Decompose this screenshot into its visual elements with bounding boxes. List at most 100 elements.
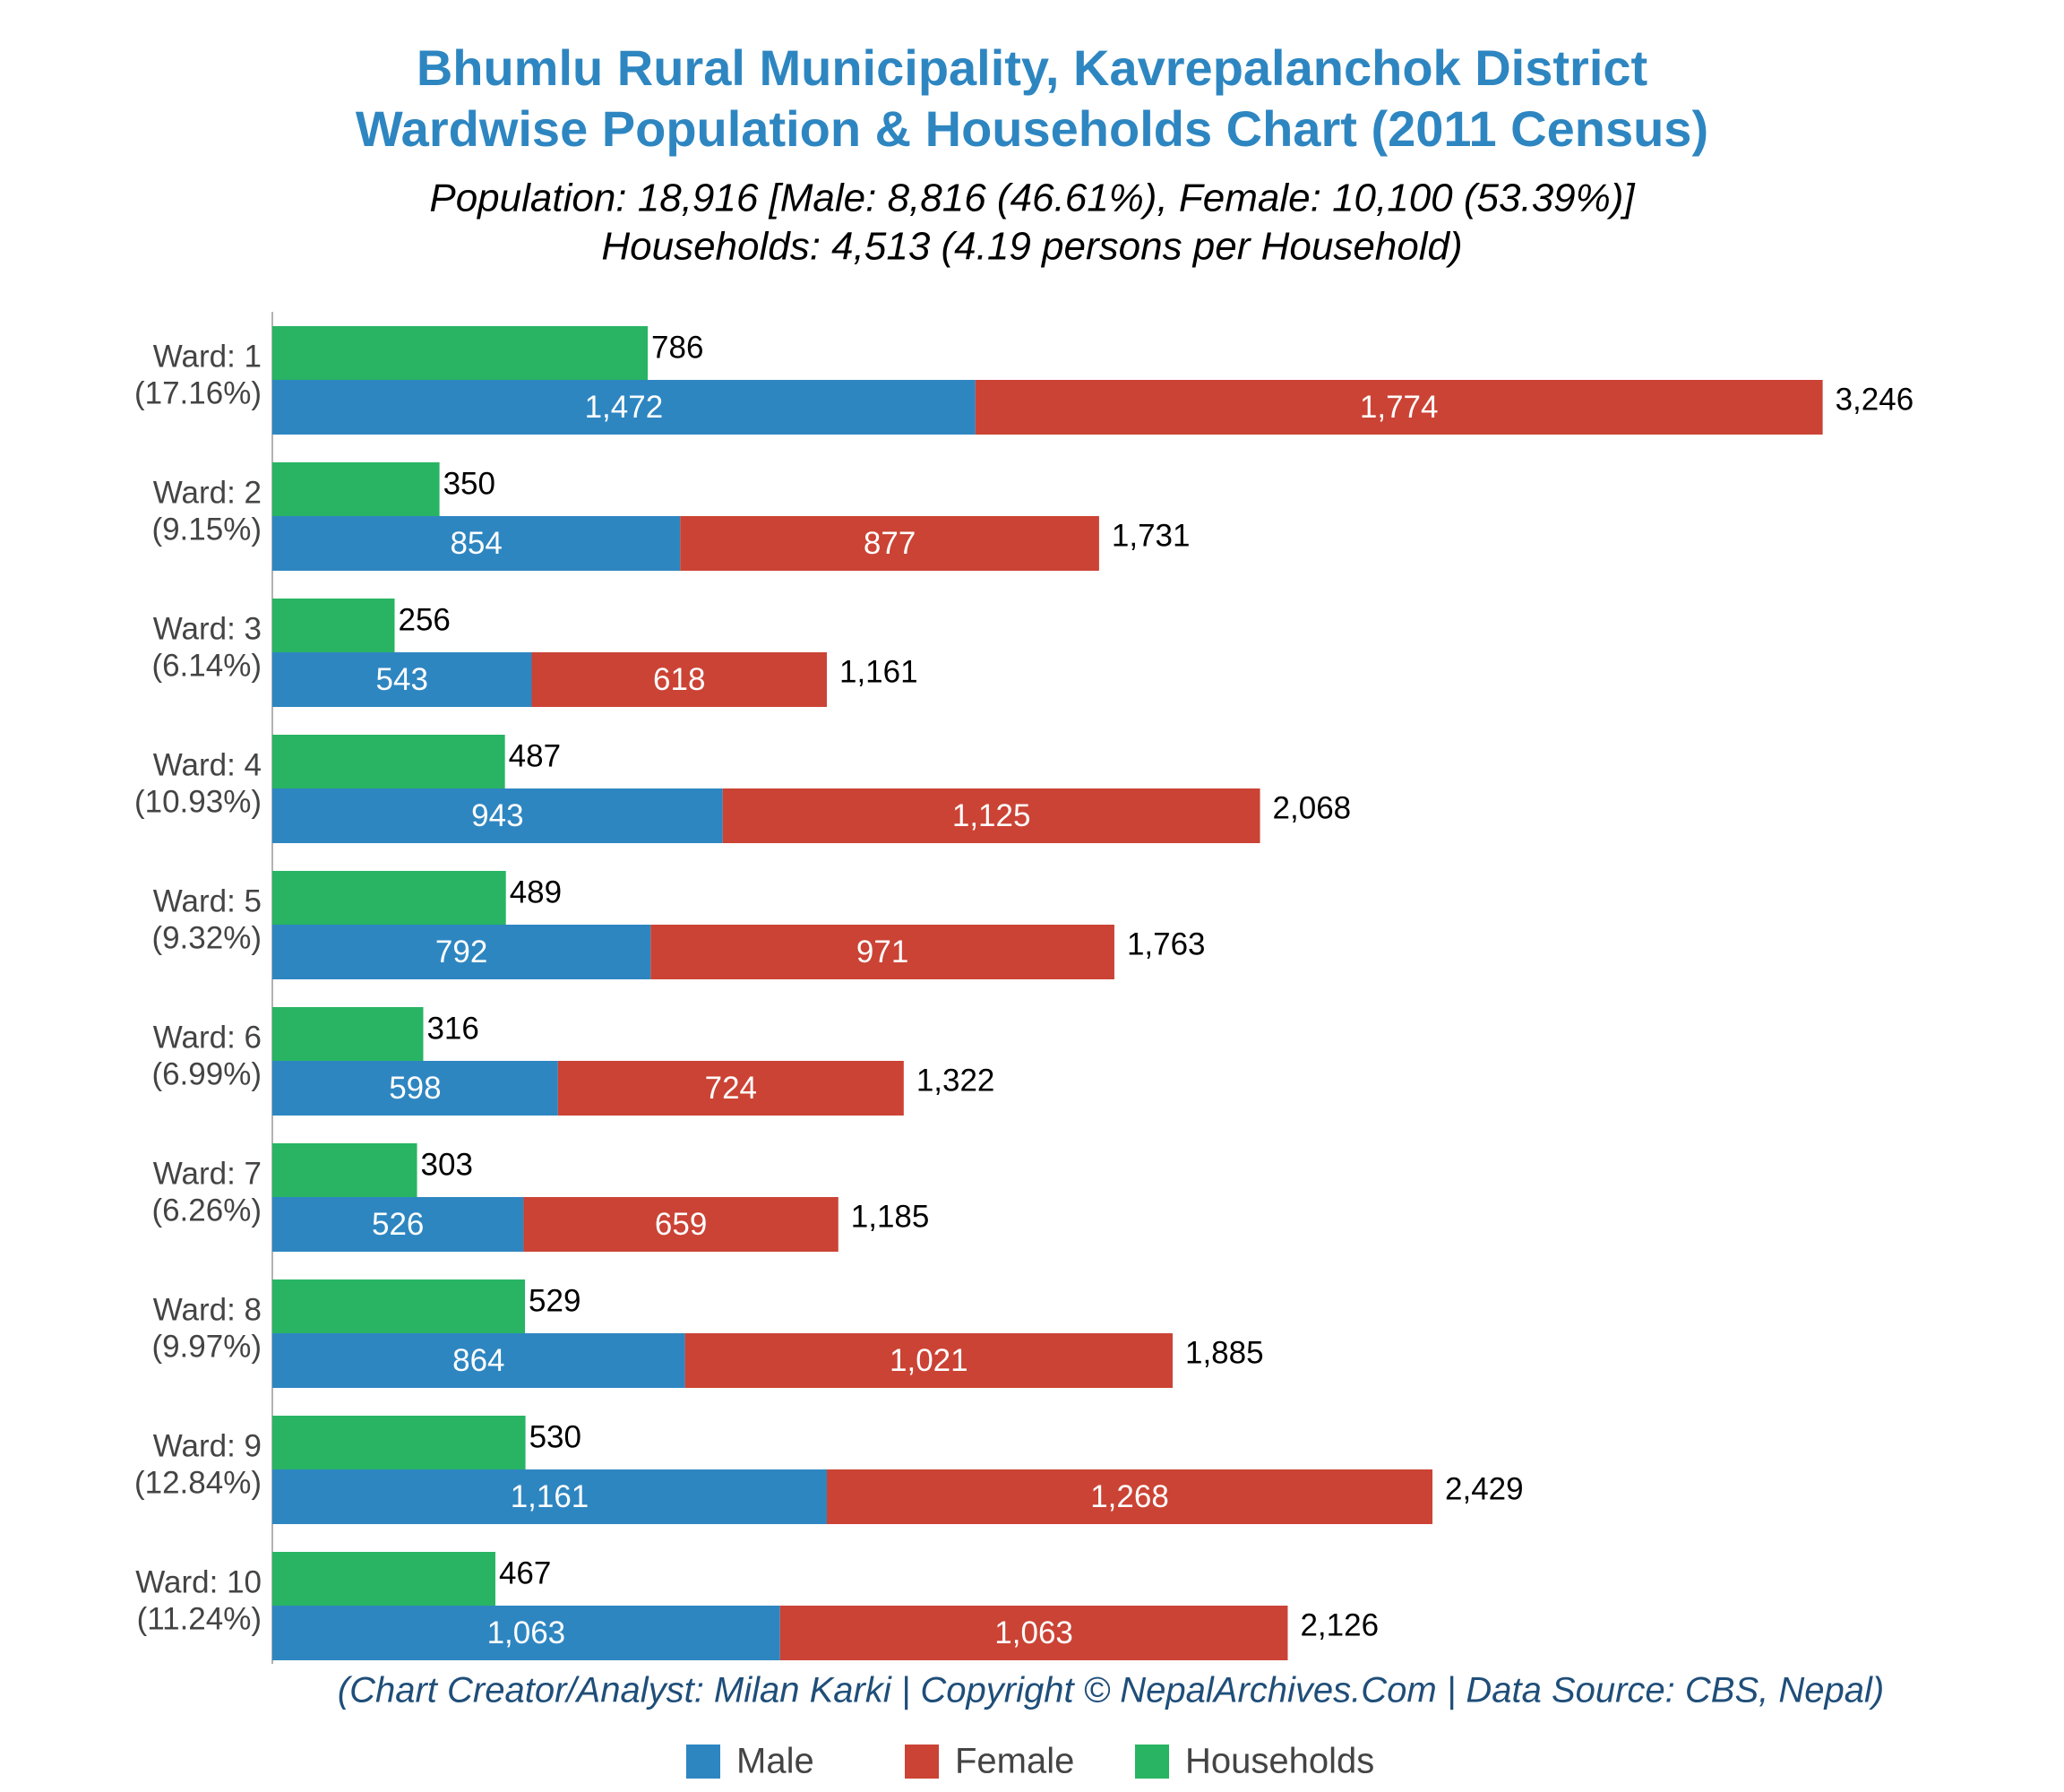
y-tick-label: (6.14%): [151, 648, 262, 683]
bar: [272, 871, 506, 925]
legend-swatch: [1135, 1745, 1169, 1779]
bar-value-label: 877: [864, 526, 916, 561]
bar: [826, 1469, 1433, 1524]
bar-value-label: 1,268: [1090, 1479, 1169, 1514]
bar-value-label: 1,472: [585, 390, 664, 425]
y-tick-label: (12.84%): [134, 1465, 262, 1500]
bar: [684, 1333, 1173, 1388]
bar-value-label: 526: [372, 1207, 424, 1242]
total-label: 2,429: [1445, 1471, 1524, 1506]
y-tick-label: Ward: 10: [135, 1564, 262, 1599]
y-tick-label: (6.99%): [151, 1056, 262, 1091]
bar: [272, 516, 681, 571]
y-tick-label: Ward: 4: [153, 747, 262, 782]
y-tick-label: (10.93%): [134, 784, 262, 819]
bar-value-label: 854: [450, 526, 502, 561]
bar-value-label: 971: [856, 935, 908, 969]
bar-value-label: 303: [421, 1147, 473, 1182]
legend-swatch: [686, 1745, 720, 1779]
y-tick-label: Ward: 1: [153, 339, 262, 374]
y-tick-label: (17.16%): [134, 375, 262, 410]
y-tick-label: (9.15%): [151, 512, 262, 547]
bar: [272, 652, 532, 707]
bar: [272, 1279, 526, 1333]
chart-title: Bhumlu Rural Municipality, Kavrepalancho…: [417, 39, 1647, 96]
y-tick-label: Ward: 6: [153, 1020, 262, 1055]
bar-value-label: 864: [452, 1343, 504, 1378]
bar-value-label: 543: [376, 662, 428, 697]
bar: [272, 1606, 780, 1660]
bar-value-label: 943: [471, 798, 523, 833]
bar-value-label: 1,161: [511, 1479, 589, 1514]
bar: [272, 1007, 424, 1061]
bar: [650, 925, 1114, 979]
y-tick-label: Ward: 8: [153, 1292, 262, 1327]
y-tick-label: Ward: 2: [153, 475, 262, 510]
bar: [779, 1606, 1288, 1660]
y-tick-label: (11.24%): [137, 1601, 262, 1636]
bar-value-label: 618: [653, 662, 705, 697]
total-label: 1,731: [1112, 518, 1191, 553]
chart-subtitle: Population: 18,916 [Male: 8,816 (46.61%)…: [429, 177, 1636, 220]
bar-value-label: 786: [651, 330, 703, 365]
bar: [272, 599, 395, 652]
y-tick-label: Ward: 7: [153, 1156, 262, 1191]
bar: [272, 1197, 524, 1252]
total-label: 1,185: [851, 1199, 930, 1234]
bar: [975, 380, 1823, 435]
bar-value-label: 659: [655, 1207, 707, 1242]
legend-label: Households: [1185, 1742, 1374, 1781]
bar: [272, 326, 649, 380]
bar: [523, 1197, 838, 1252]
bar-value-label: 530: [529, 1419, 581, 1454]
bar: [272, 1061, 558, 1116]
bar-value-label: 1,063: [487, 1615, 566, 1650]
y-tick-label: (9.32%): [151, 920, 262, 955]
bar-value-label: 1,774: [1360, 390, 1439, 425]
chart-subtitle: Households: 4,513 (4.19 persons per Hous…: [601, 225, 1462, 269]
bar: [272, 462, 440, 516]
bar-value-label: 724: [705, 1071, 757, 1106]
bar-value-label: 316: [426, 1011, 478, 1046]
total-label: 1,322: [916, 1063, 995, 1098]
bar: [272, 788, 723, 843]
total-label: 2,068: [1273, 790, 1352, 825]
bar-value-label: 529: [529, 1283, 580, 1318]
bar-value-label: 598: [389, 1071, 441, 1106]
y-tick-label: (9.97%): [151, 1329, 262, 1364]
total-label: 1,161: [839, 654, 918, 689]
bar: [272, 1416, 526, 1469]
bar: [531, 652, 827, 707]
bar-value-label: 1,125: [952, 798, 1031, 833]
bar-value-label: 489: [510, 874, 562, 909]
chart-title: Wardwise Population & Households Chart (…: [356, 100, 1708, 157]
bar: [272, 1469, 827, 1524]
footer: (Chart Creator/Analyst: Milan Karki | Co…: [338, 1671, 1884, 1710]
bar: [272, 1552, 495, 1606]
bar-value-label: 487: [509, 738, 561, 773]
y-tick-label: Ward: 5: [153, 883, 262, 918]
y-tick-label: (6.26%): [151, 1193, 262, 1228]
bar: [272, 735, 505, 788]
bar-value-label: 350: [443, 466, 495, 501]
total-label: 1,885: [1185, 1335, 1264, 1370]
bar-value-label: 1,021: [890, 1343, 968, 1378]
legend-swatch: [905, 1745, 939, 1779]
total-label: 1,763: [1127, 926, 1206, 961]
legend-label: Female: [955, 1742, 1074, 1781]
total-label: 3,246: [1836, 382, 1914, 417]
bar-value-label: 1,063: [994, 1615, 1073, 1650]
bar-value-label: 792: [435, 935, 487, 969]
bar: [272, 925, 651, 979]
y-tick-label: Ward: 3: [153, 611, 262, 646]
y-tick-label: Ward: 9: [153, 1428, 262, 1463]
bar: [272, 1143, 417, 1197]
bar-value-label: 467: [499, 1555, 551, 1590]
total-label: 2,126: [1300, 1607, 1379, 1642]
bar: [680, 516, 1099, 571]
legend-label: Male: [736, 1742, 814, 1781]
bar: [722, 788, 1260, 843]
bar: [272, 380, 976, 435]
bar: [557, 1061, 904, 1116]
